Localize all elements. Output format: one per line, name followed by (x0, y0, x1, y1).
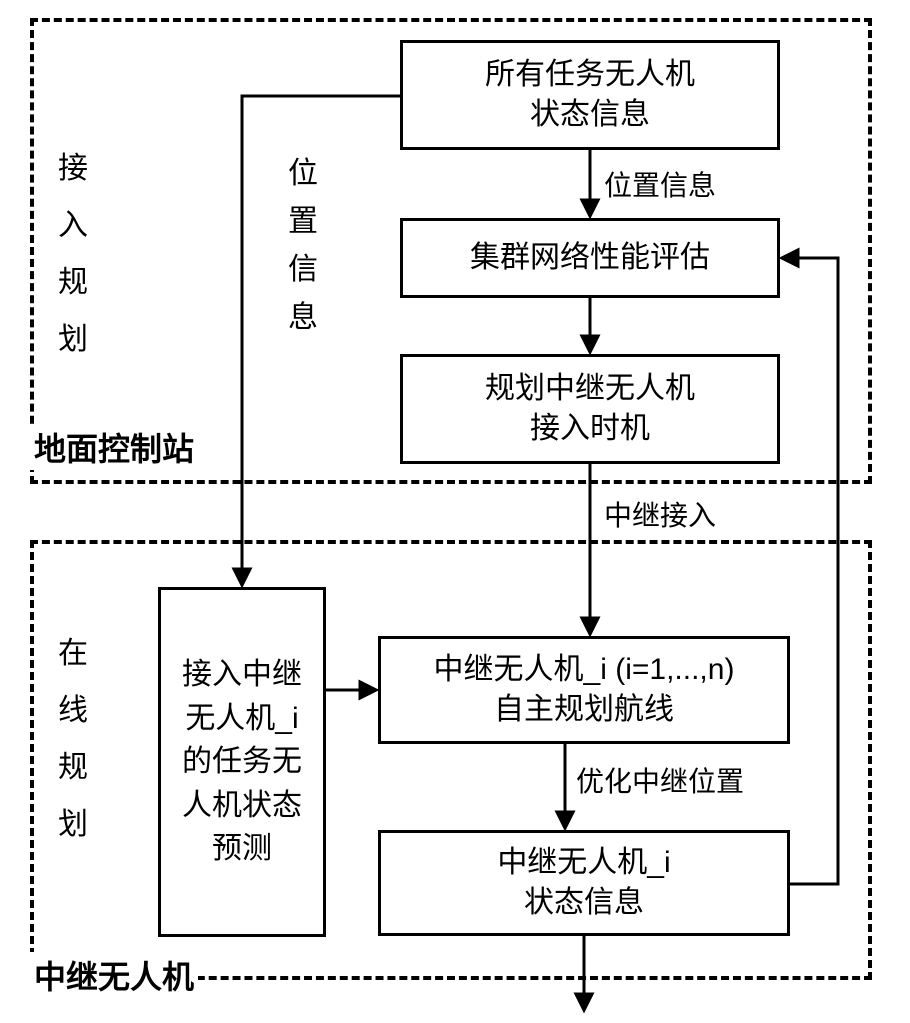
char: 在 (58, 625, 88, 682)
char: 规 (58, 254, 88, 311)
node-label: 规划中继无人机 接入时机 (485, 369, 695, 450)
node-relay-state-info: 中继无人机_i 状态信息 (378, 830, 790, 936)
char: 置 (288, 198, 318, 246)
node-label: 中继无人机_i (i=1,...,n) 自主规划航线 (434, 650, 735, 731)
char: 规 (58, 739, 88, 796)
char: 息 (288, 294, 318, 342)
node-task-state-predict: 接入中继无人机_i的任务无人机状态预测 (158, 587, 326, 937)
edge-label-relay-access: 中继接入 (604, 494, 716, 534)
node-relay-route-plan: 中继无人机_i (i=1,...,n) 自主规划航线 (378, 636, 790, 744)
char: 入 (58, 197, 88, 254)
edge-label-opt-relay-pos: 优化中继位置 (576, 760, 744, 800)
node-task-uav-state: 所有任务无人机 状态信息 (400, 40, 780, 150)
char: 划 (58, 796, 88, 853)
vlabel-online-planning: 在 线 规 划 (58, 625, 88, 853)
node-plan-relay-timing: 规划中继无人机 接入时机 (400, 354, 780, 464)
edge-label-position: 位置信息 (604, 164, 716, 204)
node-label: 集群网络性能评估 (470, 238, 710, 279)
node-cluster-eval: 集群网络性能评估 (400, 218, 780, 298)
panel-ground-control-title: 地面控制站 (30, 424, 198, 470)
node-label: 中继无人机_i 状态信息 (497, 843, 670, 924)
vlabel-access-planning: 接 入 规 划 (58, 140, 88, 368)
node-label: 所有任务无人机 状态信息 (485, 55, 695, 136)
char: 信 (288, 246, 318, 294)
panel-relay-uav-title: 中继无人机 (30, 952, 198, 998)
node-label: 接入中继无人机_i的任务无人机状态预测 (171, 653, 313, 871)
char: 接 (58, 140, 88, 197)
char: 线 (58, 682, 88, 739)
vlabel-position-info: 位 置 信 息 (288, 150, 318, 342)
char: 划 (58, 311, 88, 368)
char: 位 (288, 150, 318, 198)
